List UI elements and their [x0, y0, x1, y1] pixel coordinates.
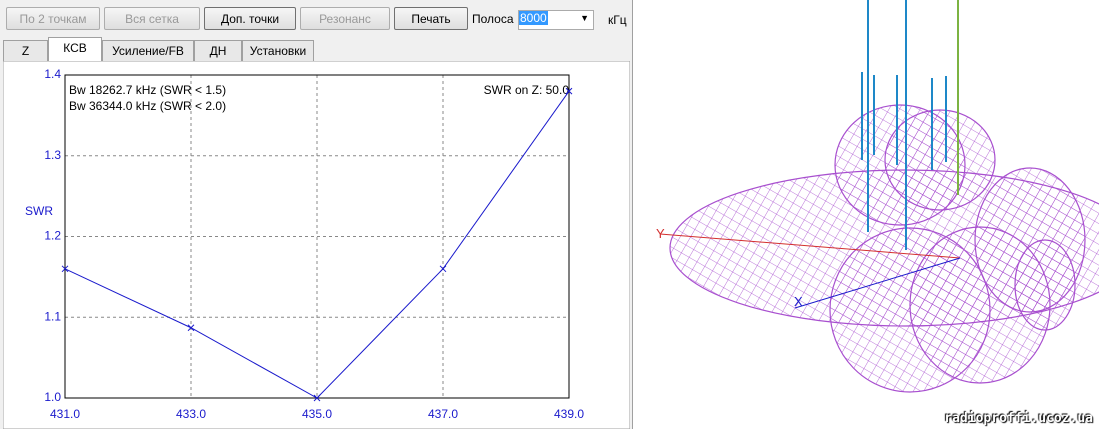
tab[interactable]: Z: [3, 40, 48, 61]
dropdown-arrow: ▼: [580, 13, 589, 23]
x-tick-label: 433.0: [176, 407, 206, 421]
pattern-lobes: [669, 104, 1099, 393]
pattern-rays: [861, 0, 959, 250]
radiation-pattern: Y X: [656, 0, 1099, 393]
x-tick-label: 437.0: [428, 407, 458, 421]
y-tick-label: 1.4: [44, 67, 61, 81]
left-panel: По 2 точкам Вся сетка Доп. точки Резонан…: [0, 0, 633, 429]
x-tick-label: 435.0: [302, 407, 332, 421]
tab[interactable]: Установки: [242, 40, 314, 61]
watermark: radioproffi.ucoz.ua: [944, 411, 1093, 426]
tab[interactable]: ДН: [194, 40, 242, 61]
annotation: Bw 18262.7 kHz (SWR < 1.5): [69, 83, 226, 97]
annotation: Bw 36344.0 kHz (SWR < 2.0): [69, 99, 226, 113]
y-tick-label: 1.0: [44, 390, 61, 404]
band-label: Полоса: [472, 12, 514, 26]
band-input[interactable]: 8000 ▼: [518, 10, 594, 30]
button[interactable]: Доп. точки: [204, 7, 296, 30]
point-marker: [439, 265, 447, 273]
tab[interactable]: Усиление/FB: [102, 40, 194, 61]
x-tick-label: 439.0: [554, 407, 584, 421]
axis-label: Y: [656, 226, 665, 241]
band-unit: кГц: [608, 13, 627, 27]
button[interactable]: Резонанс: [300, 7, 390, 30]
button[interactable]: Печать: [394, 7, 468, 30]
x-tick-label: 431.0: [50, 407, 80, 421]
point-marker: [187, 324, 195, 332]
band-value: 8000: [519, 11, 548, 25]
axis-x: [659, 233, 961, 259]
axis-label: X: [794, 294, 803, 309]
tab[interactable]: КСВ: [48, 37, 102, 62]
annotation: SWR on Z: 50.0: [484, 83, 570, 97]
y-tick-label: 1.3: [44, 148, 61, 162]
y-axis-label: SWR: [25, 204, 53, 218]
point-marker: [313, 394, 321, 402]
chart: 1.0 1.1 1.2 1.3 1.4 431.0 433.0 435.0 437.0 439.0…: [3, 61, 630, 429]
y-tick-label: 1.1: [44, 309, 61, 323]
button[interactable]: По 2 точкам: [6, 7, 100, 30]
y-tick-label: 1.2: [44, 229, 61, 243]
point-marker: [61, 265, 69, 273]
point-marker: [565, 87, 573, 95]
axis-y: [794, 257, 961, 309]
button[interactable]: Вся сетка: [104, 7, 200, 30]
